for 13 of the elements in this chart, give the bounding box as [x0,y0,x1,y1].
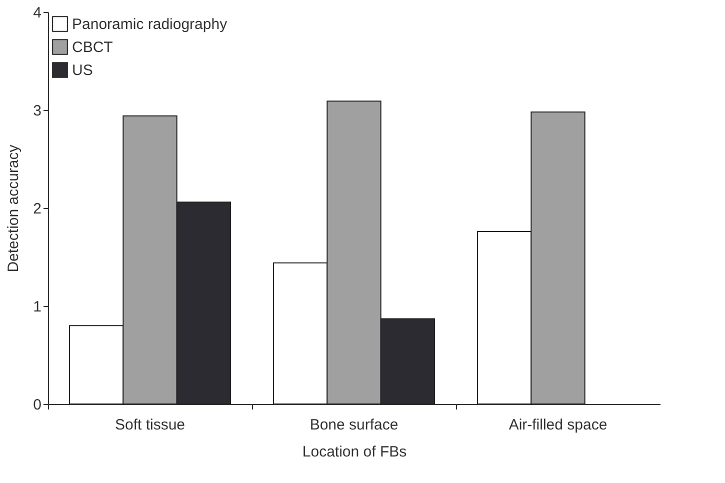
y-axis-title: Detection accuracy [5,144,22,272]
x-tick-label: Air-filled space [508,416,608,434]
x-axis-title: Location of FBs [302,444,407,460]
y-tick-label: 0 [33,396,42,414]
x-tick-label: Soft tissue [114,416,186,434]
legend-label: CBCT [72,39,113,56]
y-tick-label: 1 [33,298,42,316]
y-tick-label: 2 [33,200,42,218]
y-tick-label: 3 [33,102,42,120]
x-tick-label: Bone surface [310,416,398,434]
legend-label: Panoramic radiography [72,16,228,33]
y-tick-label: 4 [33,4,42,22]
legend-label: US [72,62,93,79]
